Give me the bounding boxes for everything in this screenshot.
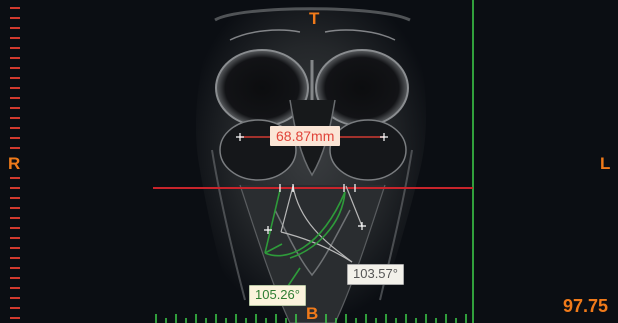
- vertical-ruler: [10, 7, 20, 319]
- angle-measurement-secondary[interactable]: [280, 185, 366, 263]
- angle-secondary-label[interactable]: 103.57°: [347, 264, 404, 285]
- zoom-readout: 97.75: [562, 296, 608, 316]
- orientation-left-label: R: [8, 154, 21, 173]
- orientation-right-label: L: [600, 154, 611, 173]
- angle-primary-label[interactable]: 105.26°: [249, 285, 306, 306]
- horizontal-ruler: [155, 314, 467, 323]
- angle-measurement-primary[interactable]: [264, 189, 346, 287]
- orientation-bottom-label: B: [306, 304, 319, 323]
- orientation-top-label: T: [309, 9, 320, 28]
- landmark-ticks: [279, 184, 356, 192]
- distance-measurement-label[interactable]: 68.87mm: [270, 126, 341, 147]
